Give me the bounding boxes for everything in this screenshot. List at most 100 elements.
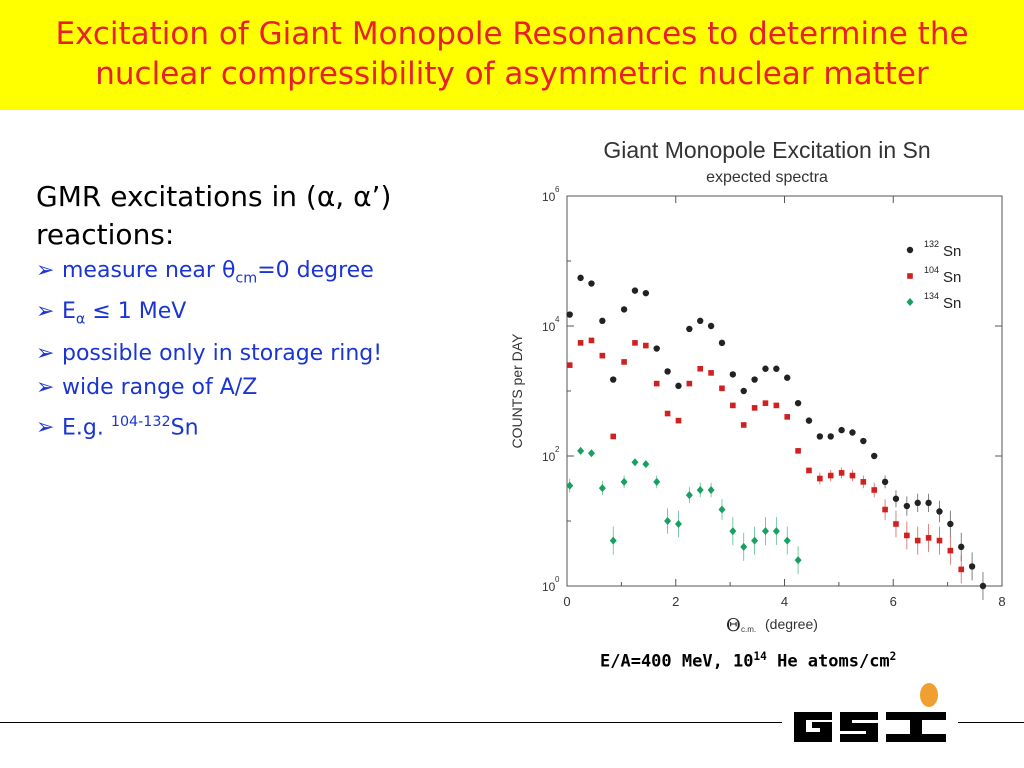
data-point [925,499,932,507]
data-point [707,322,715,330]
y-tick-label: 10 [542,450,556,464]
y-tick-label: 10 [542,320,556,334]
legend-label: Sn [943,269,961,286]
data-point [740,422,747,428]
x-tick-label: 0 [563,594,570,609]
x-tick-label: 8 [998,594,1005,609]
gsi-logo [794,683,946,742]
x-axis-subscript: c.m. [741,625,756,634]
data-point [730,402,736,409]
subscript: α [75,311,86,328]
data-point [740,387,747,395]
data-point [968,563,976,570]
legend-marker [906,246,914,254]
x-axis-unit: (degree) [765,616,818,632]
bullet-item: ➢ Eα ≤ 1 MeV [36,295,476,336]
bullet-text: possible only in storage ring! [62,340,383,366]
arrow-bullet-icon: ➢ [36,258,55,283]
data-point [708,370,714,376]
bullet-item: ➢ E.g. 104-132Sn [36,405,476,445]
bullet-text: E.g. [62,415,111,441]
data-point [783,536,791,545]
y-axis-label: COUNTS per DAY [509,333,525,449]
bullet-text: wide range of A/Z [62,374,258,400]
bullet-text: E [62,299,76,325]
data-point [718,339,726,347]
bullet-text: ≤ 1 MeV [85,299,187,325]
slide-title: Excitation of Giant Monopole Resonances … [0,14,1024,94]
x-tick-label: 4 [781,594,788,609]
chart-subtitle: expected spectra [706,169,828,186]
data-point [675,417,682,424]
bullet-text: Sn [170,415,199,441]
data-point [686,325,693,333]
chart-title: Giant Monopole Excitation in Sn [603,137,930,163]
legend-label: Sn [943,243,961,260]
data-point [588,280,595,287]
data-point [947,547,954,554]
data-point [816,433,824,440]
data-point [631,458,639,467]
bullet-section: GMR excitations in (α, α’) reactions: ➢ m… [36,178,476,445]
data-point [609,536,617,545]
data-point [642,289,650,297]
data-point [827,472,834,479]
data-point [751,405,758,411]
data-point [610,376,617,383]
superscript: 14 [753,650,767,663]
bullet-text: =0 degree [257,258,374,283]
y-tick-exponent: 4 [555,315,560,324]
title-line-2: nuclear compressibility of asymmetric nu… [95,56,929,92]
data-point [653,380,660,387]
data-point [719,385,725,392]
data-point [762,365,769,372]
section-heading-line-2: reactions: [36,218,175,251]
data-point [588,337,595,344]
data-point [936,508,943,515]
y-tick-label: 10 [542,580,556,594]
y-tick-exponent: 2 [555,445,560,454]
plot-frame [566,195,1003,587]
data-point [958,543,965,551]
superscript: 104-132 [110,413,171,430]
data-point [925,535,932,541]
data-point [751,536,759,545]
data-point [620,306,628,313]
legend: 132 Sn 104 Sn 134 Sn [906,239,961,312]
data-point [675,382,682,390]
data-points [566,274,987,600]
data-point [631,287,639,294]
data-point [817,475,823,482]
data-point [773,365,780,372]
data-point [653,477,661,486]
data-point [806,467,812,474]
arrow-bullet-icon: ➢ [36,340,55,366]
data-point [751,376,758,383]
data-point [664,517,672,525]
x-axis-label: Θ c.m. (degree) [726,615,818,636]
data-point [904,532,910,539]
data-point [632,340,638,346]
data-point [642,460,650,469]
data-point [685,491,693,500]
data-point [838,470,845,476]
data-point [881,478,889,486]
theta-symbol: θ [221,258,236,283]
bullet-item: ➢ possible only in storage ring! [36,337,476,371]
legend-mass-number: 104 [924,265,939,275]
heading-prefix: GMR excitations in ( [36,180,317,213]
data-point [794,556,802,565]
data-point [827,433,834,440]
gmr-spectra-chart: Giant Monopole Excitation in Sn expected… [509,137,1006,636]
data-point [718,505,726,514]
data-point [664,368,671,375]
heading-alpha: α [316,180,336,213]
data-point [664,410,671,417]
data-point [653,345,660,352]
data-point [577,340,584,346]
data-point [729,527,737,536]
data-point [599,352,606,359]
x-tick-label: 6 [890,594,897,609]
x-tick-label: 2 [672,594,679,609]
